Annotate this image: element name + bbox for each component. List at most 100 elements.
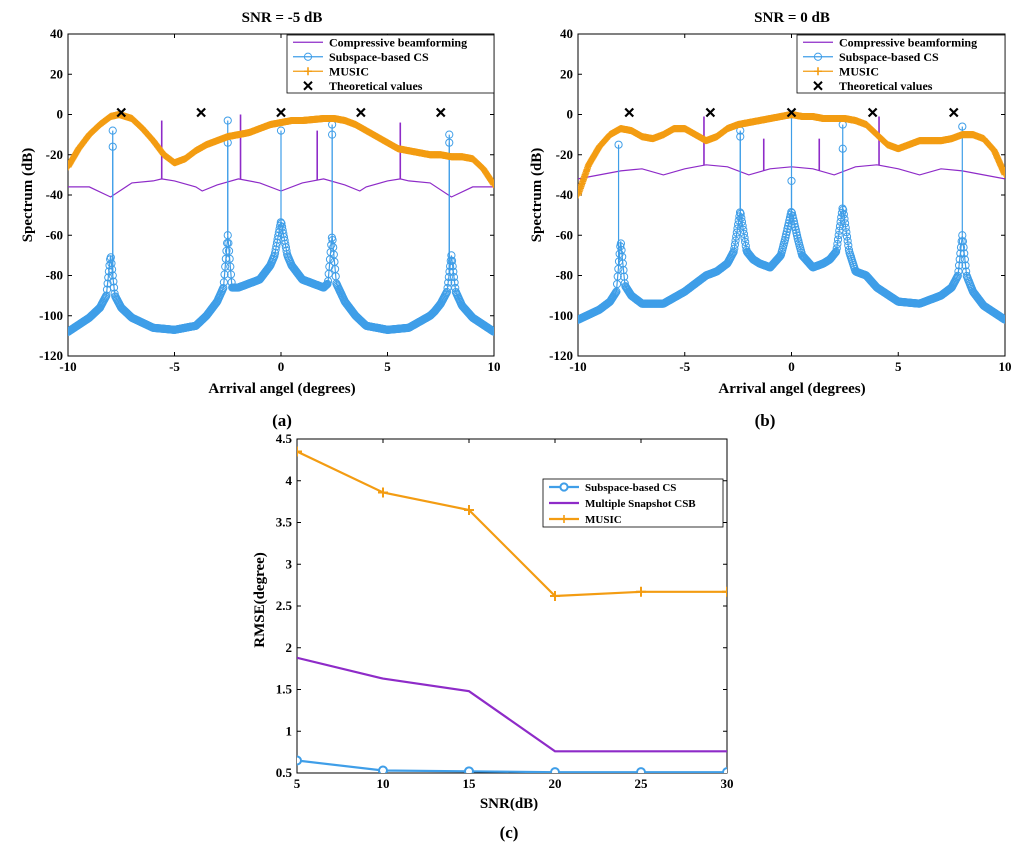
x-axis-label-c: SNR(dB) xyxy=(480,796,538,812)
series-group-c xyxy=(297,446,727,773)
x-tick-label: 20 xyxy=(549,776,562,791)
legend-marker-circle xyxy=(559,482,569,492)
x-tick-label: 25 xyxy=(635,776,649,791)
y-tick-label: 20 xyxy=(50,66,63,81)
panel-label-a: (a) xyxy=(272,411,292,430)
legend-marker-plus xyxy=(560,515,568,523)
theoretical-value-marker xyxy=(356,107,366,118)
data-point-circle xyxy=(276,221,285,230)
y-tick-label: 2.5 xyxy=(276,598,293,613)
legend-item: Subspace-based CS xyxy=(803,50,939,64)
y-tick-label: 20 xyxy=(560,66,573,81)
data-point-circle xyxy=(297,755,302,766)
legend-label: Compressive beamforming xyxy=(329,35,467,49)
legend-marker-circle xyxy=(813,52,823,61)
y-tick-label: 0.5 xyxy=(276,765,293,780)
data-point-circle xyxy=(831,248,840,257)
chart-panel-c: SNR(dB) RMSE(degree) (c) 5 10 15 20 25 30 0.5 1… xyxy=(252,431,734,842)
data-point-circle xyxy=(550,767,560,773)
theoretical-value-marker xyxy=(705,107,716,118)
y-tick-label: -20 xyxy=(556,147,573,162)
subspace-peak-marker xyxy=(958,122,967,131)
legend-marker-plus xyxy=(304,67,312,76)
data-point-plus xyxy=(297,446,302,457)
data-point-circle xyxy=(830,249,839,259)
y-tick-label: 0 xyxy=(567,107,574,122)
chart-title-a: SNR = -5 dB xyxy=(242,10,323,26)
series-subspace-based-cs-line xyxy=(297,759,727,773)
y-tick-label: -40 xyxy=(46,187,63,202)
y-tick-label: -80 xyxy=(46,268,63,283)
subspace-peak-marker xyxy=(276,126,286,135)
legend-marker-plus xyxy=(814,67,822,76)
y-tick-label: -60 xyxy=(556,227,573,242)
data-point-circle xyxy=(322,281,331,290)
data-point-circle xyxy=(321,281,330,290)
x-tick-label: 10 xyxy=(377,776,390,791)
legend-item: MUSIC xyxy=(293,64,369,78)
x-axis-label-a: Arrival angel (degrees) xyxy=(208,381,355,397)
x-tick-label: 15 xyxy=(463,776,477,791)
data-point-plus xyxy=(378,487,388,498)
legend-item: MUSIC xyxy=(803,64,879,78)
x-tick-label: 10 xyxy=(999,359,1012,374)
legend-label: MUSIC xyxy=(585,514,622,526)
data-point-circle xyxy=(775,253,784,262)
data-point-circle xyxy=(722,767,727,773)
y-tick-label: -120 xyxy=(549,348,573,363)
legend-label: Compressive beamforming xyxy=(839,35,977,49)
y-tick-label: 1.5 xyxy=(276,682,293,697)
series-music-line xyxy=(297,450,727,598)
panel-label-c: (c) xyxy=(500,823,519,842)
x-tick-label: -10 xyxy=(569,359,586,374)
y-axis-label-c: RMSE(degree) xyxy=(252,552,268,648)
y-tick-label: 3.5 xyxy=(276,515,293,530)
series-group-a xyxy=(68,107,494,336)
legend-item: Compressive beamforming xyxy=(803,35,977,49)
y-tick-label: -60 xyxy=(46,227,63,242)
data-point-plus xyxy=(722,586,727,597)
subspace-peak-marker xyxy=(838,144,847,153)
data-point-circle xyxy=(489,327,494,336)
chart-panel-b: SNR = 0 dB Arrival angel (degrees) Spect… xyxy=(529,10,1012,430)
data-point-circle xyxy=(832,247,841,256)
chart-panel-a: SNR = -5 dB Arrival angel (degrees) Spec… xyxy=(20,10,501,430)
subspace-peak-marker xyxy=(614,140,623,149)
legend-label: Multiple Snapshot CSB xyxy=(585,498,696,510)
legend-item: Subspace-based CS xyxy=(293,50,429,64)
y-tick-label: -40 xyxy=(556,187,573,202)
y-axis-label-b: Spectrum (dB) xyxy=(529,148,545,243)
y-tick-label: -120 xyxy=(39,348,63,363)
theoretical-value-marker xyxy=(867,107,878,118)
theoretical-value-marker xyxy=(196,107,206,118)
x-tick-label: -5 xyxy=(169,359,180,374)
series-multiple-snapshot-csb-line xyxy=(297,656,727,753)
y-tick-label: 40 xyxy=(50,26,63,41)
panel-label-b: (b) xyxy=(755,411,776,430)
data-point-circle xyxy=(730,244,739,253)
legend-item: Subspace-based CS xyxy=(549,482,676,494)
legend-marker-x xyxy=(303,81,313,91)
chart-title-b: SNR = 0 dB xyxy=(754,10,830,26)
plot-area-c: 5 10 15 20 25 30 0.5 1 1.5 2 2.5 3 3.5 4 4.5 Subspace-b… xyxy=(276,431,734,791)
x-tick-label: -5 xyxy=(679,359,690,374)
theoretical-value-marker xyxy=(435,107,446,118)
legend-c: Subspace-based CS Multiple Snapshot CSB MU… xyxy=(542,478,724,528)
data-point-plus xyxy=(578,191,582,199)
legend-item: Theoretical values xyxy=(303,79,423,93)
subspace-peak-marker xyxy=(223,116,232,125)
y-tick-label: -80 xyxy=(556,268,573,283)
data-point-circle xyxy=(1000,315,1005,324)
y-tick-label: -100 xyxy=(549,308,573,323)
data-point-circle xyxy=(636,767,646,773)
x-tick-label: 0 xyxy=(788,359,795,374)
y-tick-label: 40 xyxy=(560,26,573,41)
legend-box xyxy=(286,34,495,94)
x-tick-label: 10 xyxy=(488,359,501,374)
legend-label: Subspace-based CS xyxy=(585,482,676,494)
legend-item: Multiple Snapshot CSB xyxy=(549,498,696,510)
theoretical-value-marker xyxy=(276,107,286,118)
data-point-plus xyxy=(636,586,646,597)
x-axis-label-b: Arrival angel (degrees) xyxy=(718,381,865,397)
